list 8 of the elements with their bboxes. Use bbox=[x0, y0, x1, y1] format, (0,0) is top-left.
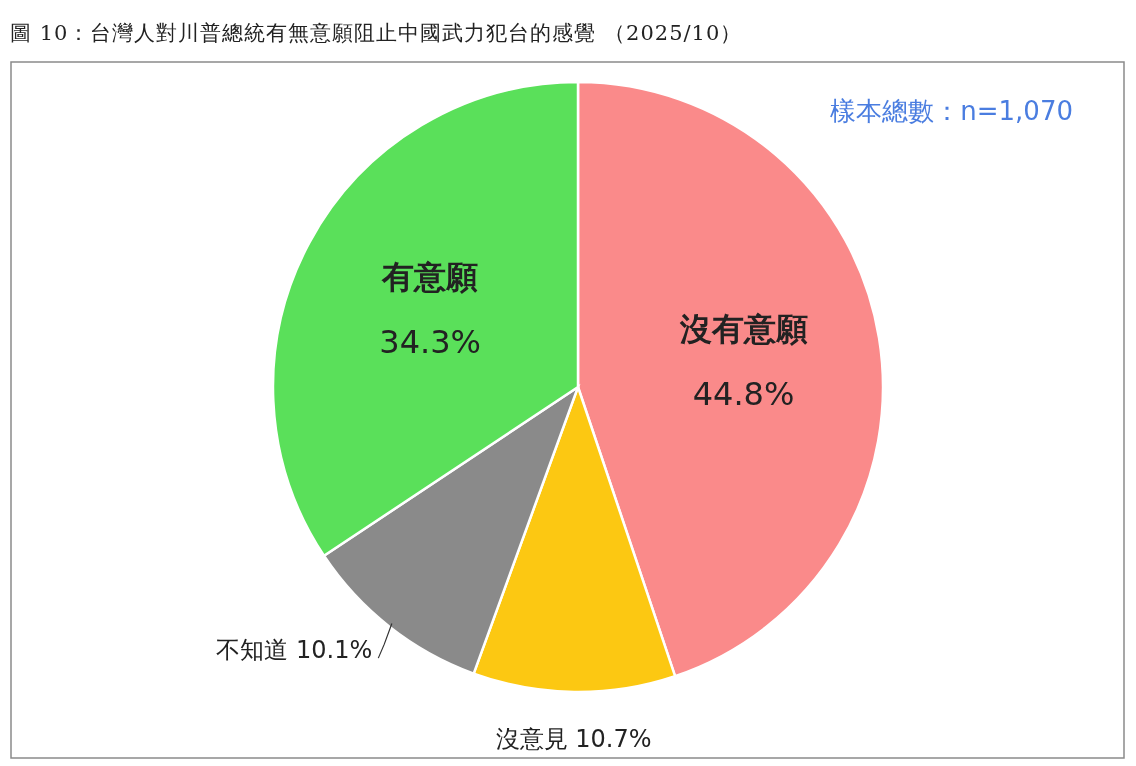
slice-label: 有意願 bbox=[381, 257, 479, 296]
text: 樣本總數：n=1,070 bbox=[830, 96, 1073, 126]
data-label: 44.8% bbox=[692, 374, 795, 413]
data-label: 34.3% bbox=[379, 322, 481, 361]
slice-label: 沒意見 10.7% bbox=[495, 724, 652, 753]
slice-label: 不知道 10.1% bbox=[216, 636, 373, 665]
chart-title: 圖 10：台灣人對川普總統有無意願阻止中國武力犯台的感覺 （2025/10） bbox=[10, 21, 743, 45]
slice-label: 沒有意願 bbox=[678, 309, 808, 348]
